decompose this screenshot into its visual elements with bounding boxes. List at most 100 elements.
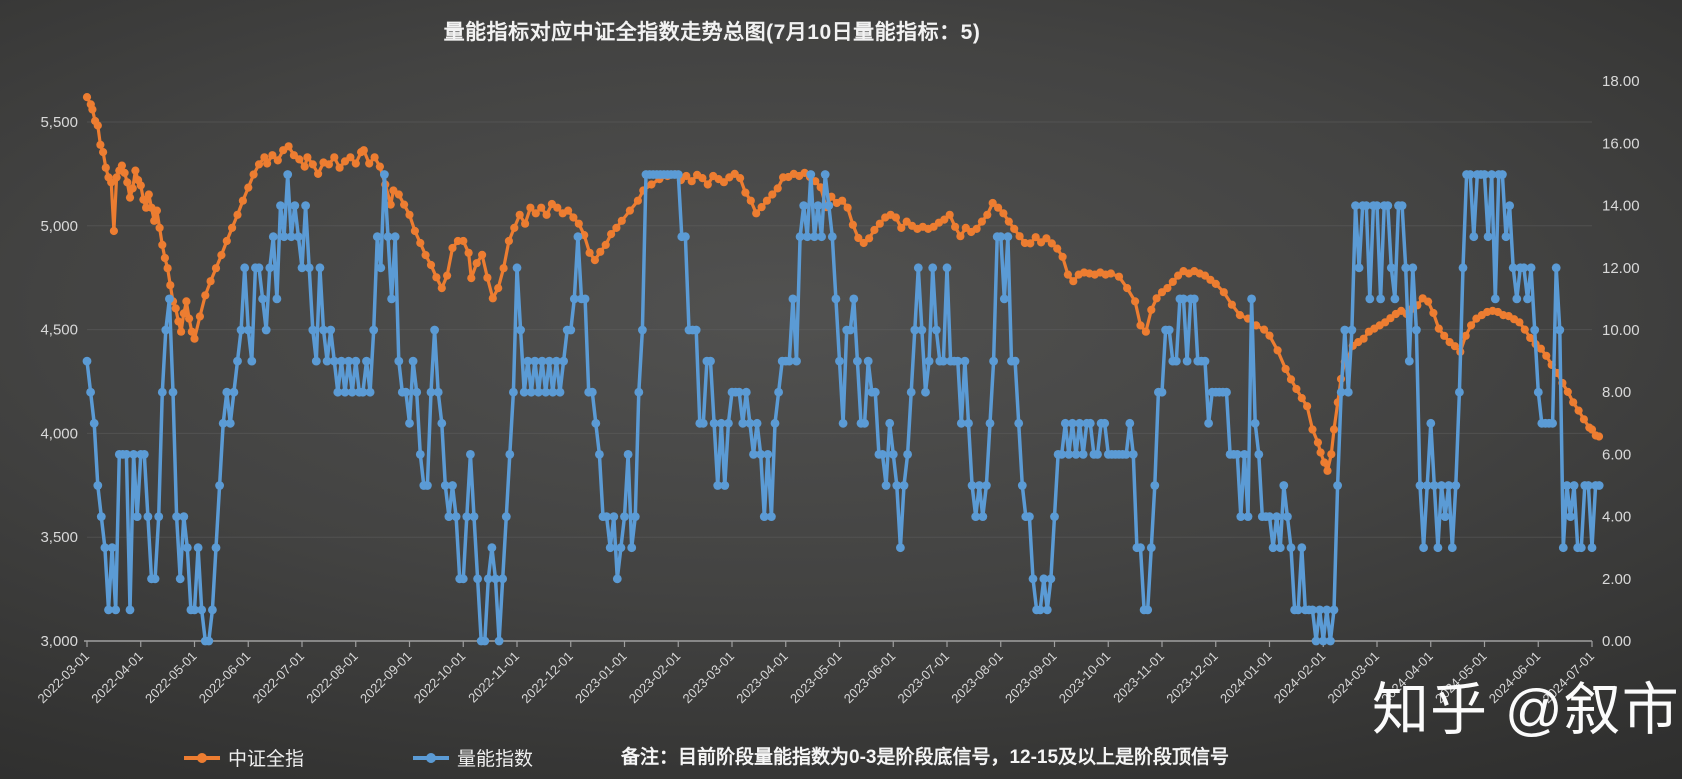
volume-series-point: [509, 387, 518, 397]
volume-series-point: [788, 294, 798, 304]
x-axis-tick-label: 2022-12-01: [518, 649, 576, 707]
x-axis-tick-label: 2022-04-01: [88, 649, 146, 707]
volume-series-point: [387, 294, 396, 304]
csi-series-point: [741, 188, 750, 197]
volume-series-point: [498, 574, 508, 584]
volume-series-point: [1232, 450, 1242, 459]
volume-series-point: [408, 356, 418, 366]
legend: 中证全指 量能指数: [183, 744, 533, 771]
volume-series-point: [609, 512, 619, 521]
volume-series-point: [792, 356, 801, 366]
y-axis-right-tick-label: 18.00: [1602, 73, 1640, 90]
volume-series-point: [1268, 543, 1278, 553]
volume-series-point: [304, 263, 314, 273]
csi-series-point: [314, 169, 323, 178]
csi-series-point: [499, 264, 508, 273]
volume-series-point: [813, 201, 823, 211]
volume-series-point: [752, 418, 762, 428]
volume-series-point: [612, 574, 622, 584]
volume-series-point: [125, 605, 135, 615]
volume-series-point: [1164, 325, 1174, 335]
csi-series-point: [158, 240, 167, 249]
volume-series-point: [1171, 356, 1181, 366]
csi-series-point: [187, 327, 196, 336]
volume-series-point: [1523, 294, 1532, 304]
y-axis-left-tick-label: 3,500: [40, 529, 78, 546]
volume-series-point: [440, 481, 450, 490]
volume-series-point: [573, 232, 583, 242]
y-axis-right-tick-label: 10.00: [1602, 322, 1640, 339]
volume-series-point: [93, 481, 103, 490]
csi-series-point: [1273, 346, 1282, 355]
volume-series-point: [1519, 263, 1529, 273]
volume-series-point: [1003, 232, 1013, 242]
x-axis-tick-label: 2023-04-01: [733, 649, 791, 707]
volume-series-point: [494, 636, 504, 646]
volume-series-point: [487, 543, 497, 553]
volume-series-point: [1584, 481, 1593, 490]
csi-series-point: [1429, 308, 1438, 318]
csi-series-point: [1069, 277, 1078, 286]
volume-series-point: [1437, 481, 1446, 490]
csi-series-point: [625, 206, 635, 215]
csi-series-point: [131, 166, 140, 175]
volume-series-point: [799, 201, 809, 211]
volume-series-point: [1490, 294, 1500, 304]
csi-series-point: [464, 248, 473, 257]
csi-series-point: [1211, 279, 1220, 288]
volume-series-point: [1308, 605, 1317, 615]
volume-series-point: [372, 232, 382, 242]
volume-series-point: [706, 356, 715, 366]
volume-series-point: [1447, 543, 1457, 553]
csi-series-point: [206, 277, 215, 286]
volume-series-point: [1254, 450, 1264, 459]
volume-series-point: [1182, 356, 1192, 366]
volume-series-point: [1322, 605, 1332, 615]
volume-series-point: [1025, 512, 1034, 521]
volume-series-point: [276, 201, 285, 211]
volume-series-point: [247, 356, 257, 366]
csi-series-point: [1281, 364, 1290, 374]
x-axis-tick-label: 2023-02-01: [626, 649, 684, 707]
volume-series-point: [896, 543, 905, 553]
csi-series-point: [177, 327, 186, 336]
csi-series-point: [1323, 466, 1332, 475]
volume-series-point: [1046, 574, 1056, 584]
csi-series-point: [1163, 284, 1172, 293]
volume-series-point: [1487, 170, 1497, 179]
volume-series-point: [462, 512, 472, 521]
csi-series-point: [757, 203, 766, 212]
csi-series-point: [448, 243, 457, 253]
csi-series-point: [295, 155, 304, 164]
csi-series-point: [940, 215, 949, 224]
volume-series-point: [1530, 325, 1540, 335]
csi-series-point: [375, 162, 384, 171]
x-axis-tick-label: 2023-09-01: [1002, 649, 1060, 707]
volume-series-point: [763, 450, 773, 459]
volume-series-point: [580, 294, 590, 304]
volume-series-point: [1150, 481, 1160, 490]
volume-series-point: [1562, 481, 1572, 490]
volume-series-point: [1469, 232, 1479, 242]
volume-series-point: [380, 170, 389, 179]
csi-series-point: [698, 174, 707, 183]
volume-series-point: [1408, 263, 1418, 273]
csi-series-point: [1219, 288, 1228, 297]
volume-series-point: [1386, 263, 1396, 273]
volume-series-point: [956, 418, 966, 428]
csi-series-point: [1265, 331, 1274, 340]
csi-series-point: [773, 184, 782, 193]
csi-series-point: [273, 156, 282, 165]
volume-series-point: [512, 263, 522, 273]
csi-series-point: [504, 236, 513, 246]
volume-series-point: [423, 481, 432, 490]
volume-series-point: [132, 512, 142, 521]
volume-series-point: [294, 232, 303, 242]
volume-series-point: [552, 356, 561, 366]
volume-series-point: [1326, 636, 1335, 646]
volume-series-point: [1329, 605, 1339, 615]
csi-series-point: [1308, 425, 1317, 434]
volume-series-point: [326, 325, 336, 335]
volume-series-line: [85, 172, 1601, 643]
volume-series-point: [1566, 512, 1575, 521]
